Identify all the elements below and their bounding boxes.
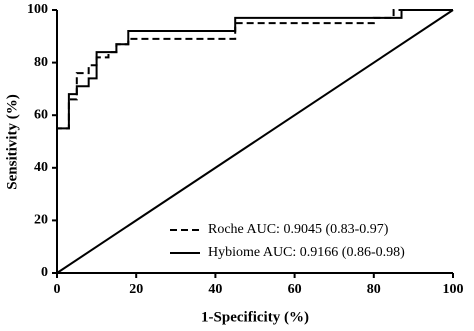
legend-label: Roche AUC: 0.9045 (0.83-0.97) <box>208 222 389 237</box>
y-tick-label: 20 <box>34 213 48 228</box>
y-tick-label: 60 <box>34 107 48 122</box>
y-tick-label: 100 <box>27 2 48 17</box>
y-axis-title: Sensitivity (%) <box>4 94 20 189</box>
legend-label: Hybiome AUC: 0.9166 (0.86-0.98) <box>208 245 405 260</box>
x-tick-label: 40 <box>208 282 222 297</box>
roc-line <box>56 9 453 142</box>
roc-line <box>56 9 453 142</box>
x-tick-label: 80 <box>367 282 381 297</box>
y-tick-label: 80 <box>34 55 48 70</box>
x-axis-title: 1-Specificity (%) <box>201 309 309 325</box>
roc-line <box>56 9 454 274</box>
x-tick-label: 60 <box>288 282 302 297</box>
y-tick-label: 0 <box>41 265 48 280</box>
x-tick-label: 100 <box>443 282 464 297</box>
y-tick-label: 40 <box>34 160 48 175</box>
x-tick-label: 20 <box>129 282 143 297</box>
x-tick-label: 0 <box>54 282 61 297</box>
